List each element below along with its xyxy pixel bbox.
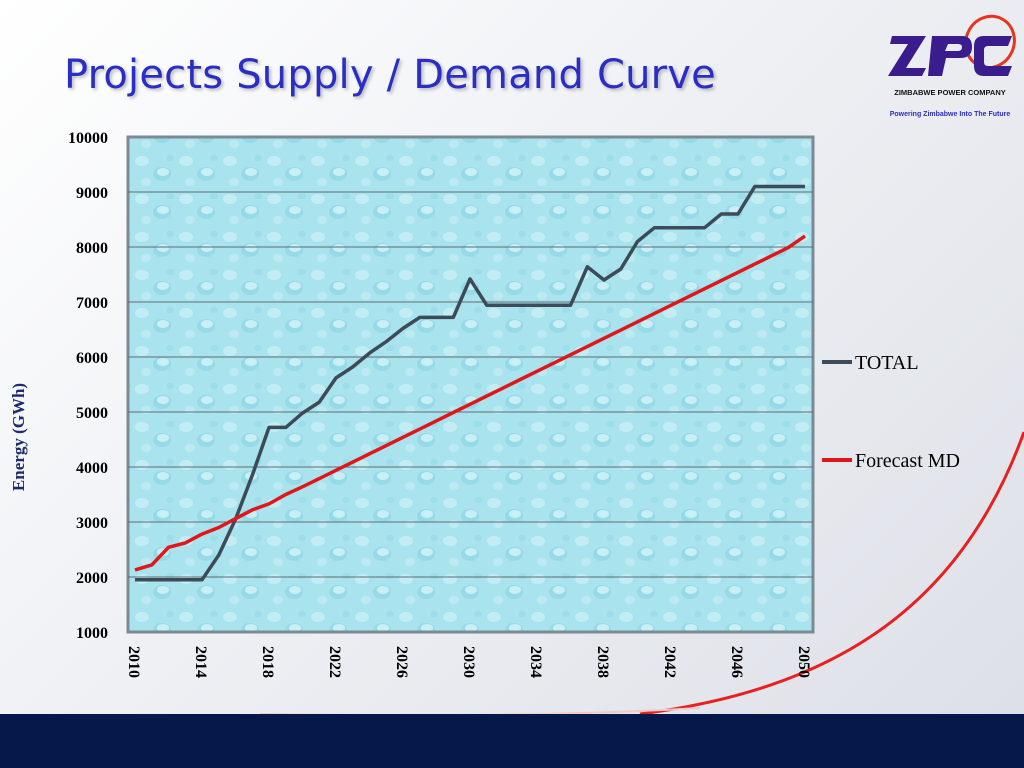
y-tick-label: 10000 — [68, 130, 108, 147]
x-tick-label: 2034 — [527, 646, 544, 678]
footer-bar — [0, 714, 1024, 768]
series-line-forecast-md — [134, 234, 806, 572]
zpc-logo-mark — [888, 14, 1016, 76]
legend-label: Forecast MD — [855, 450, 960, 472]
y-tick-label: 5000 — [76, 405, 108, 422]
y-tick-label: 9000 — [76, 185, 108, 202]
y-tick-label: 3000 — [76, 515, 108, 532]
slide-title: Projects Supply / Demand Curve — [64, 52, 716, 98]
x-tick-label: 2038 — [594, 646, 611, 678]
y-tick-label: 7000 — [76, 295, 108, 312]
x-tick-label: 2014 — [192, 646, 209, 678]
x-tick-label: 2046 — [728, 646, 745, 678]
supply-demand-chart: 1000 2000 3000 4000 5000 6000 7000 8000 9000 1000… — [9, 130, 1024, 714]
y-tick-label: 6000 — [76, 350, 108, 367]
x-tick-label: 2042 — [661, 646, 678, 678]
series-line-total — [135, 184, 805, 582]
x-tick-label: 2022 — [326, 646, 343, 678]
x-tick-label: 2050 — [795, 646, 812, 678]
y-tick-label: 2000 — [76, 570, 108, 587]
logo-tagline: Powering Zimbabwe Into The Future — [889, 111, 1011, 118]
x-tick-label: 2010 — [125, 646, 142, 678]
y-tick-label: 8000 — [76, 240, 108, 257]
logo-company-name: ZIMBABWE POWER COMPANY — [894, 88, 1006, 97]
plot-area — [128, 137, 813, 632]
legend: TOTAL Forecast MD — [822, 352, 960, 472]
y-tick-label: 4000 — [76, 460, 108, 477]
zpc-logo: ZIMBABWE POWER COMPANY Powering Zimbabwe… — [880, 10, 1020, 125]
y-tick-label: 1000 — [76, 625, 108, 642]
x-tick-label: 2030 — [460, 646, 477, 678]
x-tick-label: 2026 — [393, 646, 410, 678]
y-axis-title: Energy (GWh) — [9, 383, 28, 491]
legend-label: TOTAL — [855, 352, 919, 374]
x-tick-label: 2018 — [259, 646, 276, 678]
